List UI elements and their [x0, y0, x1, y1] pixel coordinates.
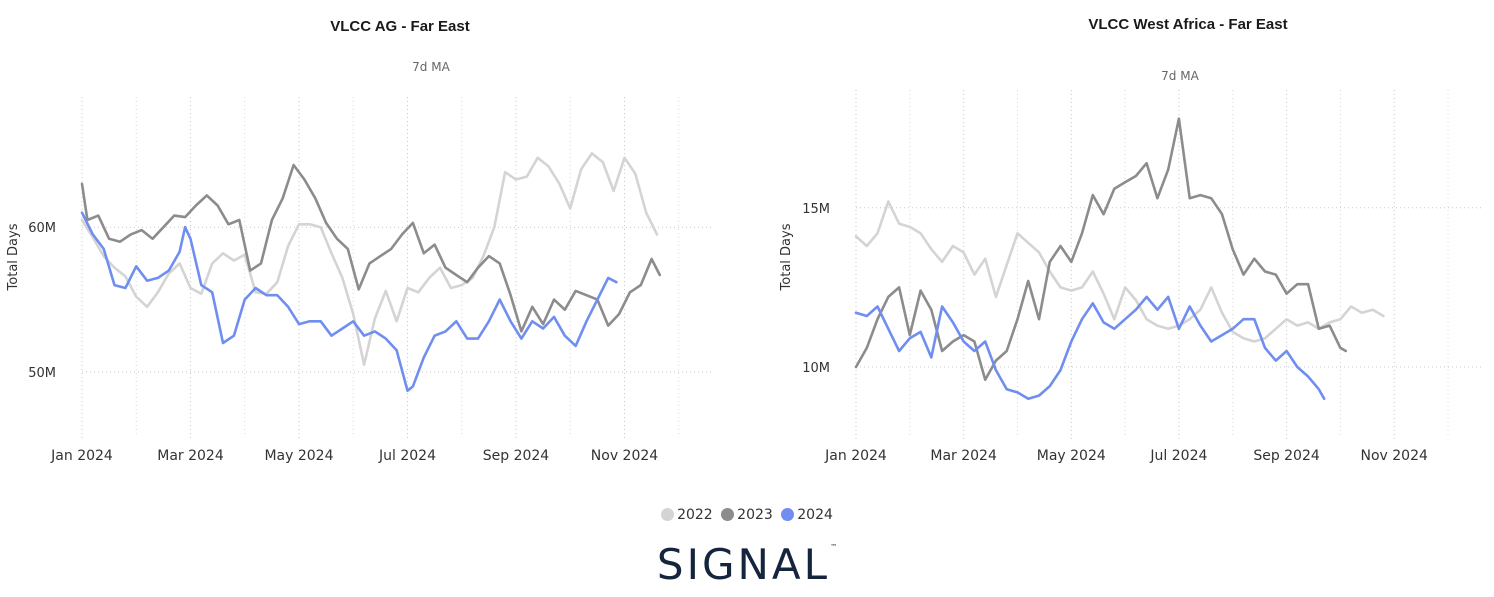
logo-text: SIGNAL [656, 540, 831, 589]
signal-logo: SIGNAL™ [0, 540, 1494, 589]
chart-subtitle: 7d MA [1161, 69, 1199, 83]
grid [81, 97, 714, 440]
legend-label-2023: 2023 [737, 507, 773, 523]
x-tick-label: Nov 2024 [1360, 448, 1427, 464]
grid [855, 90, 1483, 440]
legend-item-2024[interactable]: 2024 [781, 507, 833, 523]
logo-trademark: ™ [830, 543, 838, 551]
y-tick-label: 60M [28, 221, 56, 236]
series-line-2022 [854, 200, 1385, 343]
x-tick-label: Sep 2024 [1253, 448, 1320, 464]
axis-ticks: Jan 2024 Mar 2024 May 2024 Jul 2024 Sep 2024… [28, 221, 658, 464]
y-axis-title: Total Days [6, 223, 21, 291]
series-line-2022 [80, 152, 659, 366]
legend-dot-2023 [721, 508, 735, 521]
y-axis-title: Total Days [779, 223, 794, 291]
legend-label-2022: 2022 [677, 507, 713, 523]
x-tick-label: Jan 2024 [824, 448, 887, 464]
series-line-2023 [854, 117, 1348, 381]
series-line-2024 [854, 295, 1326, 401]
legend-dot-2022 [661, 508, 675, 521]
x-tick-label: Mar 2024 [157, 448, 224, 464]
series-line-2024 [80, 211, 618, 392]
x-tick-label: May 2024 [1037, 448, 1106, 464]
chart-vlcc-west-africa-far-east: VLCC West Africa - Far East 7d MA Total … [779, 16, 1483, 464]
legend: 2022 2023 2024 [0, 507, 1494, 523]
x-tick-label: Jul 2024 [378, 448, 436, 464]
x-tick-label: Jul 2024 [1149, 448, 1207, 464]
y-tick-label: 50M [28, 366, 56, 381]
x-tick-label: Mar 2024 [930, 448, 997, 464]
x-tick-label: Nov 2024 [591, 448, 658, 464]
legend-dot-2024 [781, 508, 795, 521]
axis-ticks: Jan 2024 Mar 2024 May 2024 Jul 2024 Sep 2024… [802, 202, 1428, 464]
series-lines [854, 117, 1385, 401]
chart-subtitle: 7d MA [412, 60, 450, 74]
legend-label-2024: 2024 [797, 507, 833, 523]
charts-area: VLCC AG - Far East 7d MA Total Days Jan … [6, 16, 1483, 464]
x-tick-label: Sep 2024 [483, 448, 550, 464]
y-tick-label: 15M [802, 202, 830, 217]
chart-title: VLCC West Africa - Far East [1088, 16, 1287, 33]
y-tick-label: 10M [802, 361, 830, 376]
series-lines [80, 152, 662, 392]
x-tick-label: May 2024 [264, 448, 333, 464]
legend-item-2022[interactable]: 2022 [661, 507, 713, 523]
chart-vlcc-ag-far-east: VLCC AG - Far East 7d MA Total Days Jan … [6, 18, 714, 464]
series-line-2023 [80, 163, 662, 333]
chart-title: VLCC AG - Far East [330, 18, 469, 35]
x-tick-label: Jan 2024 [50, 448, 113, 464]
legend-item-2023[interactable]: 2023 [721, 507, 773, 523]
